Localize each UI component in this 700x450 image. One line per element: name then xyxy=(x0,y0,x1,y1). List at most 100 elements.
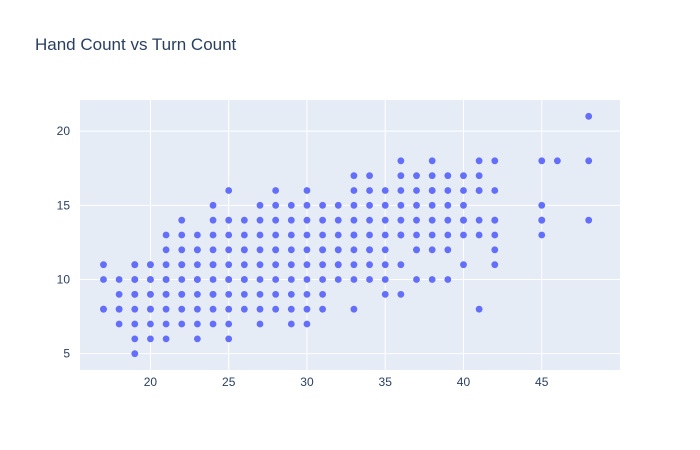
data-point[interactable] xyxy=(256,276,264,283)
data-point[interactable] xyxy=(444,246,452,254)
data-point[interactable] xyxy=(366,216,373,224)
data-point[interactable] xyxy=(162,335,170,343)
data-point[interactable] xyxy=(334,216,342,224)
data-point[interactable] xyxy=(131,335,139,343)
data-point[interactable] xyxy=(115,290,123,298)
data-point[interactable] xyxy=(178,231,186,239)
data-point[interactable] xyxy=(413,231,420,239)
data-point[interactable] xyxy=(475,187,483,194)
data-point[interactable] xyxy=(193,320,201,328)
data-point[interactable] xyxy=(350,261,358,269)
data-point[interactable] xyxy=(225,216,233,224)
data-point[interactable] xyxy=(428,216,436,224)
data-point[interactable] xyxy=(350,246,358,254)
data-point[interactable] xyxy=(225,305,233,313)
data-point[interactable] xyxy=(131,320,139,328)
data-point[interactable] xyxy=(100,305,107,313)
data-point[interactable] xyxy=(585,216,593,224)
data-point[interactable] xyxy=(381,246,389,254)
data-point[interactable] xyxy=(381,201,389,209)
data-point[interactable] xyxy=(131,261,139,269)
data-point[interactable] xyxy=(460,261,467,269)
data-point[interactable] xyxy=(287,276,295,283)
data-point[interactable] xyxy=(444,276,452,283)
data-point[interactable] xyxy=(287,305,295,313)
data-point[interactable] xyxy=(460,231,467,239)
data-point[interactable] xyxy=(460,187,467,194)
data-point[interactable] xyxy=(334,246,342,254)
data-point[interactable] xyxy=(460,172,467,180)
data-point[interactable] xyxy=(147,276,154,283)
data-point[interactable] xyxy=(350,276,358,283)
data-point[interactable] xyxy=(538,201,546,209)
data-point[interactable] xyxy=(366,201,373,209)
data-point[interactable] xyxy=(303,246,311,254)
data-point[interactable] xyxy=(162,261,170,269)
data-point[interactable] xyxy=(381,261,389,269)
data-point[interactable] xyxy=(475,231,483,239)
data-point[interactable] xyxy=(350,187,358,194)
data-point[interactable] xyxy=(100,276,107,283)
data-point[interactable] xyxy=(193,305,201,313)
data-point[interactable] xyxy=(350,201,358,209)
data-point[interactable] xyxy=(319,201,327,209)
data-point[interactable] xyxy=(413,216,420,224)
data-point[interactable] xyxy=(240,305,248,313)
data-point[interactable] xyxy=(460,216,467,224)
data-point[interactable] xyxy=(428,231,436,239)
data-point[interactable] xyxy=(334,276,342,283)
data-point[interactable] xyxy=(193,246,201,254)
data-point[interactable] xyxy=(413,201,420,209)
data-point[interactable] xyxy=(444,216,452,224)
data-point[interactable] xyxy=(585,112,593,120)
data-point[interactable] xyxy=(256,261,264,269)
data-point[interactable] xyxy=(193,290,201,298)
data-point[interactable] xyxy=(240,276,248,283)
data-point[interactable] xyxy=(256,305,264,313)
data-point[interactable] xyxy=(240,246,248,254)
data-point[interactable] xyxy=(178,216,186,224)
data-point[interactable] xyxy=(256,320,264,328)
data-point[interactable] xyxy=(178,276,186,283)
data-point[interactable] xyxy=(209,201,217,209)
data-point[interactable] xyxy=(131,305,139,313)
data-point[interactable] xyxy=(303,216,311,224)
data-point[interactable] xyxy=(162,320,170,328)
data-point[interactable] xyxy=(147,305,154,313)
data-point[interactable] xyxy=(319,305,327,313)
data-point[interactable] xyxy=(366,261,373,269)
data-point[interactable] xyxy=(240,261,248,269)
data-point[interactable] xyxy=(225,246,233,254)
data-point[interactable] xyxy=(350,216,358,224)
data-point[interactable] xyxy=(256,290,264,298)
data-point[interactable] xyxy=(538,216,546,224)
data-point[interactable] xyxy=(366,246,373,254)
data-point[interactable] xyxy=(413,276,420,283)
data-point[interactable] xyxy=(319,261,327,269)
data-point[interactable] xyxy=(366,231,373,239)
data-point[interactable] xyxy=(397,231,405,239)
data-point[interactable] xyxy=(225,187,233,194)
data-point[interactable] xyxy=(428,157,436,165)
data-point[interactable] xyxy=(272,276,280,283)
data-point[interactable] xyxy=(428,201,436,209)
data-point[interactable] xyxy=(319,276,327,283)
data-point[interactable] xyxy=(381,290,389,298)
data-point[interactable] xyxy=(491,231,499,239)
data-point[interactable] xyxy=(319,216,327,224)
data-point[interactable] xyxy=(428,276,436,283)
data-point[interactable] xyxy=(287,231,295,239)
data-point[interactable] xyxy=(303,290,311,298)
data-point[interactable] xyxy=(475,216,483,224)
data-point[interactable] xyxy=(381,231,389,239)
data-point[interactable] xyxy=(397,157,405,165)
data-point[interactable] xyxy=(303,276,311,283)
data-point[interactable] xyxy=(287,320,295,328)
data-point[interactable] xyxy=(538,157,546,165)
data-point[interactable] xyxy=(209,216,217,224)
data-point[interactable] xyxy=(381,187,389,194)
data-point[interactable] xyxy=(209,246,217,254)
data-point[interactable] xyxy=(225,335,233,343)
data-point[interactable] xyxy=(147,261,154,269)
data-point[interactable] xyxy=(350,231,358,239)
